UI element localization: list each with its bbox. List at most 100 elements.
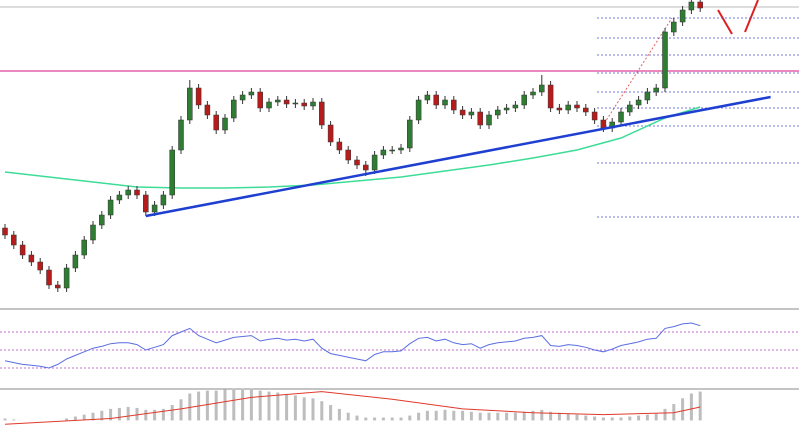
candle-body xyxy=(204,104,211,116)
candle-body xyxy=(477,111,483,126)
macd-bar xyxy=(408,415,412,421)
macd-bar xyxy=(496,412,500,421)
macd-bar xyxy=(425,410,429,421)
macd-bar xyxy=(320,401,324,421)
candle-body xyxy=(618,111,624,123)
macd-bar xyxy=(153,409,157,421)
macd-bar xyxy=(619,417,623,421)
candle-body xyxy=(72,254,79,269)
macd-bar xyxy=(355,415,359,421)
candle-body xyxy=(187,87,193,121)
macd-bar xyxy=(135,407,139,421)
candle-body xyxy=(433,94,439,106)
candle-body xyxy=(125,189,131,196)
candle-body xyxy=(151,204,158,213)
candle-body xyxy=(222,117,228,131)
rsi-line xyxy=(4,322,701,369)
candle-body xyxy=(178,119,184,151)
candle-body xyxy=(583,107,589,113)
macd-bar xyxy=(381,417,385,421)
macd-bar xyxy=(91,412,95,421)
candle-body xyxy=(19,244,26,256)
candle-body xyxy=(231,99,237,119)
candle-body xyxy=(407,119,413,149)
candle-body xyxy=(90,224,96,241)
candle-body xyxy=(327,124,334,143)
candle-body xyxy=(107,199,114,216)
macd-bar xyxy=(566,413,570,421)
candle-body xyxy=(495,109,501,116)
candle-body xyxy=(169,149,175,196)
macd-bar xyxy=(654,413,658,421)
candle-body xyxy=(99,214,105,226)
macd-bar xyxy=(593,416,597,421)
candle-body xyxy=(547,84,554,109)
candle-body xyxy=(363,164,369,171)
macd-bar xyxy=(399,417,403,421)
macd-bar xyxy=(663,408,667,421)
hand-drawn-mark xyxy=(717,0,759,35)
candle-body xyxy=(468,111,475,116)
candle-body xyxy=(275,99,281,103)
candle-body xyxy=(451,99,457,111)
candle-body xyxy=(503,107,510,111)
candle-body xyxy=(257,91,263,109)
macd-bar xyxy=(522,411,526,421)
candle-body xyxy=(248,91,255,96)
candle-body xyxy=(521,94,527,106)
macd-bar xyxy=(293,395,297,421)
candle-body xyxy=(143,194,149,213)
macd-bar xyxy=(302,397,306,421)
macd-bar xyxy=(73,416,77,421)
candle-body xyxy=(424,94,431,101)
macd-bar xyxy=(628,416,632,421)
candle-body xyxy=(160,194,167,206)
macd-bar xyxy=(214,390,218,421)
macd-bar xyxy=(329,405,333,421)
macd-bar xyxy=(452,410,456,421)
trend-line xyxy=(145,95,771,218)
macd-bar xyxy=(645,414,649,421)
macd-bar xyxy=(311,398,315,421)
candle-body xyxy=(574,104,580,109)
candle-body xyxy=(635,99,642,106)
candle-body xyxy=(415,99,422,121)
candle-body xyxy=(679,9,686,23)
macd-bar xyxy=(417,412,421,421)
candle-body xyxy=(644,91,651,101)
macd-bar xyxy=(637,415,641,421)
macd-bar xyxy=(161,408,165,421)
macd-bar xyxy=(549,411,553,421)
candle-body xyxy=(627,104,633,113)
candle-body xyxy=(539,84,545,93)
macd-bar xyxy=(170,405,174,421)
macd-bar xyxy=(258,390,262,421)
candle-body xyxy=(556,107,563,111)
macd-bar xyxy=(109,408,113,421)
candle-body xyxy=(398,147,404,151)
candle-body xyxy=(11,234,17,246)
candle-body xyxy=(134,189,140,196)
macd-bar xyxy=(601,417,605,421)
macd-bar xyxy=(681,398,685,421)
macd-bar xyxy=(390,417,394,421)
macd-bar xyxy=(373,417,377,421)
macd-bar xyxy=(575,414,579,421)
candle-body xyxy=(239,94,246,101)
macd-bar xyxy=(364,417,368,421)
macd-bar xyxy=(232,388,236,421)
macd-bar xyxy=(698,391,702,421)
candle-body xyxy=(354,159,360,166)
macd-bar xyxy=(487,412,491,421)
macd-bar xyxy=(82,414,86,421)
macd-bar xyxy=(205,390,209,421)
candle-body xyxy=(442,99,448,106)
macd-bar xyxy=(505,412,509,421)
candle-body xyxy=(81,239,87,256)
macd-bar xyxy=(179,399,183,421)
macd-bar xyxy=(126,406,130,421)
candle-body xyxy=(688,1,695,11)
candle-body xyxy=(530,91,536,96)
